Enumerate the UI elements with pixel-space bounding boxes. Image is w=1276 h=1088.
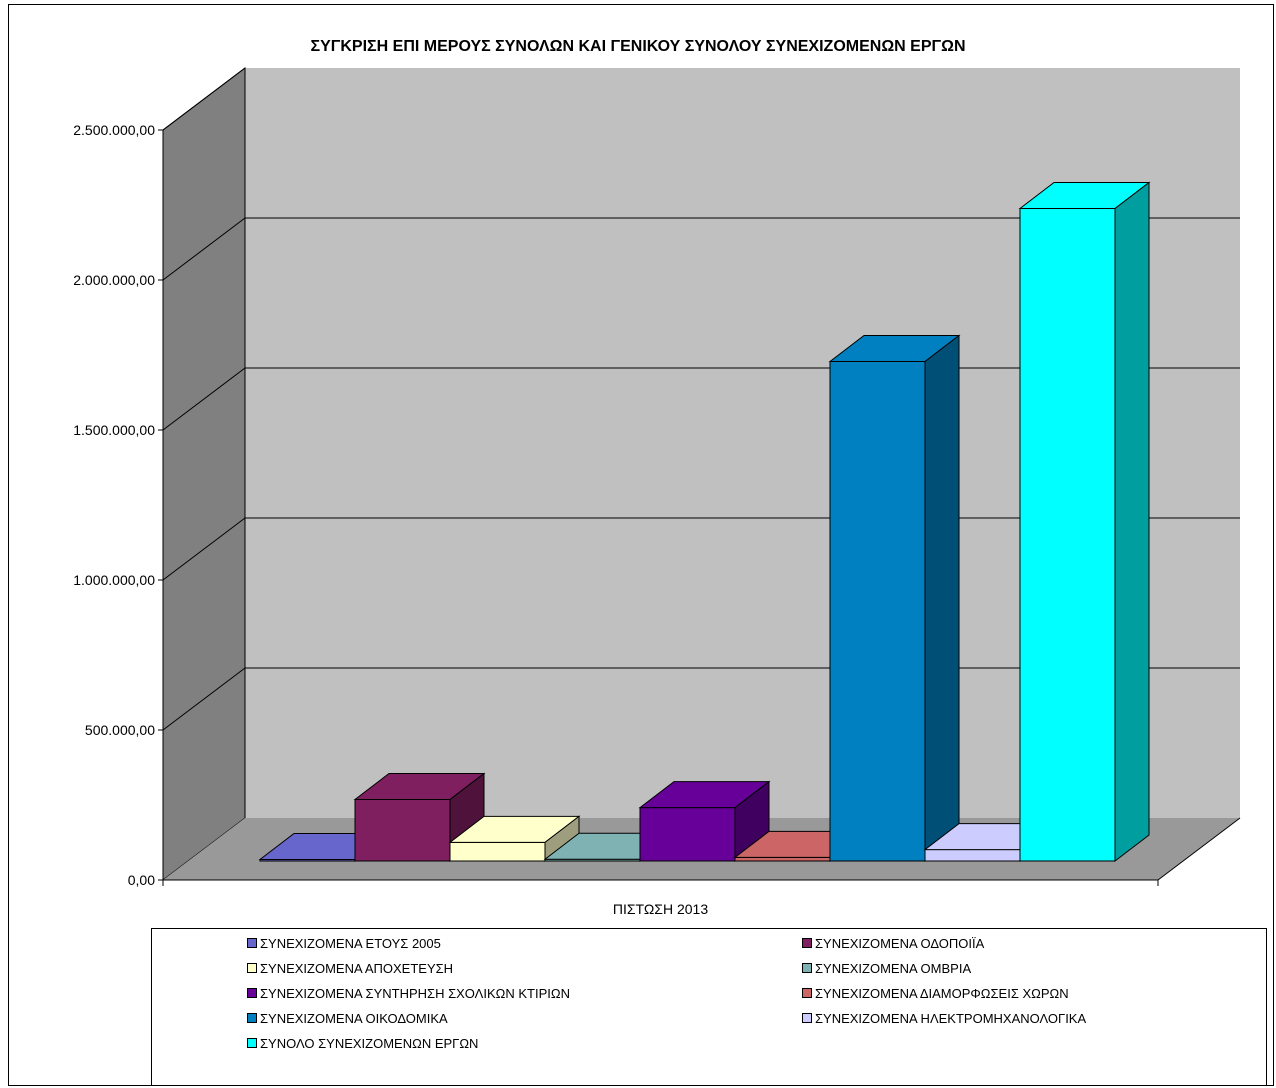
y-tick-label: 0,00 xyxy=(128,872,155,888)
chart-plot: 0,00 500.000,00 1.000.000,00 1.500.000,00 2.… xyxy=(73,66,1241,917)
bar-front xyxy=(924,849,1021,862)
y-tick-label: 500.000,00 xyxy=(85,722,155,738)
bar-side xyxy=(1114,181,1150,863)
bar-front xyxy=(734,856,831,862)
floor-edge-right xyxy=(1157,817,1241,881)
legend-item: ΣΥΝΕΧΙΖΟΜΕΝΑ ΣΥΝΤΗΡΗΣΗ ΣΧΟΛΙΚΩΝ ΚΤΙΡΙΩΝ xyxy=(247,984,570,1002)
back-wall xyxy=(245,68,1240,818)
bar xyxy=(828,334,961,863)
legend-item: ΣΥΝΟΛΟ ΣΥΝΕΧΙΖΟΜΕΝΩΝ ΕΡΓΩΝ xyxy=(247,1034,478,1052)
legend-label: ΣΥΝΕΧΙΖΟΜΕΝΑ ΟΙΚΟΔΟΜΙΚΑ xyxy=(260,1010,448,1026)
bar-front xyxy=(354,799,451,862)
gridline-side xyxy=(162,517,246,581)
y-tick-label: 2.000.000,00 xyxy=(73,272,155,288)
legend-label: ΣΥΝΕΧΙΖΟΜΕΝΑ ΗΛΕΚΤΡΟΜΗΧΑΝΟΛΟΓΙΚΑ xyxy=(815,1010,1087,1026)
legend-swatch xyxy=(247,1013,257,1023)
legend-item: ΣΥΝΕΧΙΖΟΜΕΝΑ ΟΔΟΠΟΙΪΑ xyxy=(802,934,984,952)
gridline-side xyxy=(162,67,246,131)
legend-swatch xyxy=(247,938,257,948)
legend-swatch xyxy=(802,1013,812,1023)
bar-front xyxy=(829,361,926,862)
legend-item: ΣΥΝΕΧΙΖΟΜΕΝΑ ΟΙΚΟΔΟΜΙΚΑ xyxy=(247,1009,448,1027)
bar-front xyxy=(639,807,736,862)
bars xyxy=(258,181,1151,863)
legend-item: ΣΥΝΕΧΙΖΟΜΕΝΑ ΔΙΑΜΟΡΦΩΣΕΙΣ ΧΩΡΩΝ xyxy=(802,984,1069,1002)
y-tick-label: 2.500.000,00 xyxy=(73,122,155,138)
y-tick-label: 1.500.000,00 xyxy=(73,422,155,438)
chart-title: ΣΥΓΚΡΙΣΗ ΕΠΙ ΜΕΡΟΥΣ ΣΥΝΟΛΩΝ ΚΑΙ ΓΕΝΙΚΟΥ … xyxy=(310,38,966,55)
legend-label: ΣΥΝΕΧΙΖΟΜΕΝΑ ΑΠΟΧΕΤΕΥΣΗ xyxy=(260,960,454,976)
gridline-side xyxy=(162,367,246,431)
y-tick-labels: 0,00 500.000,00 1.000.000,00 1.500.000,00 2.… xyxy=(73,122,163,888)
legend-label: ΣΥΝΕΧΙΖΟΜΕΝΑ ΕΤΟΥΣ 2005 xyxy=(260,935,441,951)
bar xyxy=(448,815,581,863)
gridline-side xyxy=(162,217,246,281)
axes xyxy=(162,130,1241,886)
legend-swatch xyxy=(247,1038,257,1048)
y-tick-label: 1.000.000,00 xyxy=(73,572,155,588)
legend-label: ΣΥΝΕΧΙΖΟΜΕΝΑ ΔΙΑΜΟΡΦΩΣΕΙΣ ΧΩΡΩΝ xyxy=(815,985,1069,1001)
legend-label: ΣΥΝΟΛΟ ΣΥΝΕΧΙΖΟΜΕΝΩΝ ΕΡΓΩΝ xyxy=(260,1035,479,1051)
legend-item: ΣΥΝΕΧΙΖΟΜΕΝΑ ΕΤΟΥΣ 2005 xyxy=(247,934,441,952)
legend-swatch xyxy=(247,963,257,973)
legend-label: ΣΥΝΕΧΙΖΟΜΕΝΑ ΟΔΟΠΟΙΪΑ xyxy=(815,935,985,951)
gridline-side xyxy=(162,667,246,731)
legend-item: ΣΥΝΕΧΙΖΟΜΕΝΑ ΑΠΟΧΕΤΕΥΣΗ xyxy=(247,959,453,977)
bar xyxy=(1018,181,1151,863)
side-wall xyxy=(162,66,246,882)
legend-swatch xyxy=(802,963,812,973)
x-tick-label: ΠΙΣΤΩΣΗ 2013 xyxy=(613,901,708,917)
x-tick-labels: ΠΙΣΤΩΣΗ 2013 xyxy=(613,901,708,917)
bar-front xyxy=(449,841,546,862)
legend-item: ΣΥΝΕΧΙΖΟΜΕΝΑ ΟΜΒΡΙΑ xyxy=(802,959,971,977)
legend-item: ΣΥΝΕΧΙΖΟΜΕΝΑ ΗΛΕΚΤΡΟΜΗΧΑΝΟΛΟΓΙΚΑ xyxy=(802,1009,1086,1027)
bar-front xyxy=(1019,208,1116,862)
bar xyxy=(353,772,486,863)
legend: ΣΥΝΕΧΙΖΟΜΕΝΑ ΕΤΟΥΣ 2005 ΣΥΝΕΧΙΖΟΜΕΝΑ ΟΔΟΠ… xyxy=(151,928,1267,1086)
legend-swatch xyxy=(802,988,812,998)
legend-swatch xyxy=(247,988,257,998)
legend-label: ΣΥΝΕΧΙΖΟΜΕΝΑ ΟΜΒΡΙΑ xyxy=(815,960,972,976)
bar-side xyxy=(924,334,960,863)
legend-swatch xyxy=(802,938,812,948)
legend-label: ΣΥΝΕΧΙΖΟΜΕΝΑ ΣΥΝΤΗΡΗΣΗ ΣΧΟΛΙΚΩΝ ΚΤΙΡΙΩΝ xyxy=(260,985,570,1001)
